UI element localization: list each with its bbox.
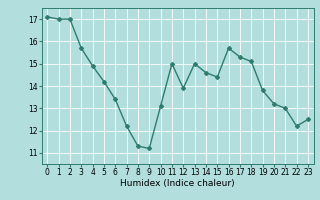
- X-axis label: Humidex (Indice chaleur): Humidex (Indice chaleur): [120, 179, 235, 188]
